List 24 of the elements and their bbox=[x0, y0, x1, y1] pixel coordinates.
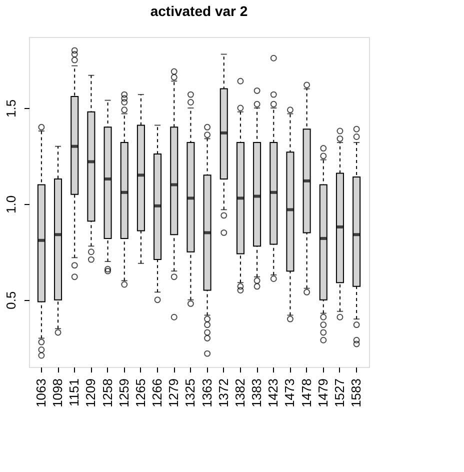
x-tick-label: 1473 bbox=[282, 378, 298, 408]
chart-title: activated var 2 bbox=[150, 3, 248, 19]
x-tick-label: 1583 bbox=[348, 378, 364, 408]
x-tick-label: 1479 bbox=[315, 378, 330, 408]
y-tick-label: 1.5 bbox=[4, 99, 18, 118]
x-tick-label: 1063 bbox=[33, 378, 48, 408]
x-tick-label: 1478 bbox=[298, 378, 314, 408]
x-tick-label: 1372 bbox=[216, 378, 231, 408]
x-tick-label: 1265 bbox=[132, 378, 148, 408]
x-tick-label: 1382 bbox=[232, 378, 248, 408]
x-tick-label: 1098 bbox=[50, 378, 66, 408]
x-tick-label: 1259 bbox=[116, 378, 132, 408]
x-tick-label: 1325 bbox=[182, 378, 198, 408]
x-tick-label: 1258 bbox=[100, 378, 115, 408]
x-tick-label: 1209 bbox=[83, 378, 98, 408]
y-tick-label: 0.5 bbox=[4, 291, 18, 310]
x-tick-label: 1423 bbox=[266, 378, 281, 408]
x-tick-label: 1266 bbox=[150, 378, 165, 408]
x-tick-label: 1151 bbox=[66, 378, 82, 406]
y-tick-label: 1.0 bbox=[4, 195, 18, 214]
x-tick-label: 1279 bbox=[166, 378, 182, 408]
x-tick-label: 1527 bbox=[332, 378, 347, 408]
x-tick-label: 1363 bbox=[199, 378, 214, 408]
x-tick-label: 1383 bbox=[249, 378, 264, 408]
